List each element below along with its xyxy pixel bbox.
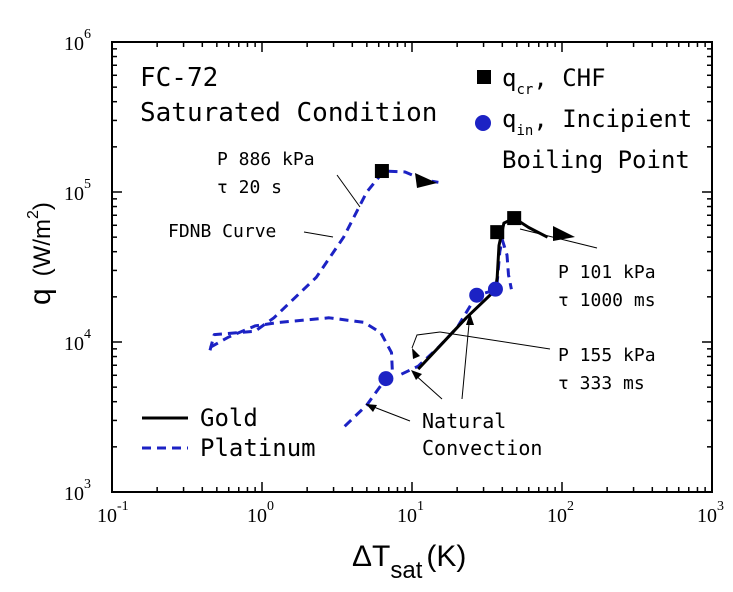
annotation-tau20: τ 20 s	[217, 177, 282, 198]
annotation-p155: P 155 kPa	[558, 345, 656, 366]
legend-chf-label: qcr, CHF	[502, 64, 606, 98]
y-tick-label: 10	[64, 483, 84, 505]
leader-arrowhead	[411, 370, 422, 380]
legend-incipient-label-line2: Boiling Point	[502, 146, 690, 174]
leader-arrowhead	[466, 313, 474, 325]
y-axis-label: q(W/m2)	[24, 202, 57, 305]
annotation-fdnb: FDNB Curve	[168, 221, 276, 242]
incipient-point-marker	[378, 371, 394, 387]
x-tick-labels: 10-1 100 101 102 103	[97, 499, 724, 527]
leader-lines	[303, 174, 598, 422]
legend-incipient-label: qin, Incipient	[502, 105, 692, 139]
series-platinum-line	[209, 316, 394, 429]
legend-platinum-label: Platinum	[200, 434, 316, 462]
arrowhead-gold-101	[553, 226, 575, 241]
chf-point-marker	[374, 164, 389, 179]
legend-chf-marker	[477, 70, 491, 84]
svg-text:105: 105	[64, 177, 91, 205]
axis-ticks	[111, 41, 713, 493]
x-axis-label: ΔTsat (K)	[352, 540, 466, 584]
y-tick-label: 10	[64, 33, 84, 55]
marker-layer	[374, 164, 522, 387]
series-platinum-line	[208, 169, 439, 351]
svg-text:102: 102	[547, 499, 574, 527]
annotation-convection: Convection	[422, 436, 542, 460]
leader-arrowhead	[366, 404, 377, 412]
svg-text:104: 104	[64, 327, 91, 355]
title-line2: Saturated Condition	[140, 98, 437, 128]
x-tick-label: 10	[697, 505, 717, 527]
annotation-tau1000: τ 1000 ms	[558, 290, 656, 311]
incipient-point-marker	[469, 287, 485, 303]
x-tick-label: 10	[397, 505, 417, 527]
annotation-natural: Natural	[422, 409, 506, 433]
title-line1: FC-72	[140, 63, 218, 93]
series-layer	[208, 169, 549, 429]
annotation-p101: P 101 kPa	[558, 262, 656, 283]
x-tick-label: 10	[547, 505, 567, 527]
series-platinum-line	[400, 238, 513, 376]
leader-arrowhead	[412, 348, 420, 359]
svg-text:101: 101	[397, 499, 424, 527]
y-tick-label: 10	[64, 333, 84, 355]
svg-text:100: 100	[247, 499, 274, 527]
annotation-p886: P 886 kPa	[217, 149, 315, 170]
x-tick-label: 10	[97, 505, 117, 527]
legend-incipient-marker	[475, 115, 491, 131]
legend-gold-label: Gold	[200, 404, 258, 432]
svg-text:106: 106	[64, 27, 91, 55]
x-tick-label: 10	[247, 505, 267, 527]
incipient-point-marker	[487, 281, 503, 297]
svg-text:10-1: 10-1	[97, 499, 129, 527]
svg-text:103: 103	[64, 477, 91, 505]
arrowhead-platinum-886	[415, 173, 437, 188]
y-tick-label: 10	[64, 183, 84, 205]
annotation-tau333: τ 333 ms	[558, 373, 645, 394]
svg-text:103: 103	[697, 499, 724, 527]
chf-point-marker	[490, 225, 505, 240]
chf-point-marker	[507, 211, 522, 226]
series-gold-line	[417, 216, 549, 371]
y-tick-labels: 103 104 105 106	[64, 27, 91, 505]
